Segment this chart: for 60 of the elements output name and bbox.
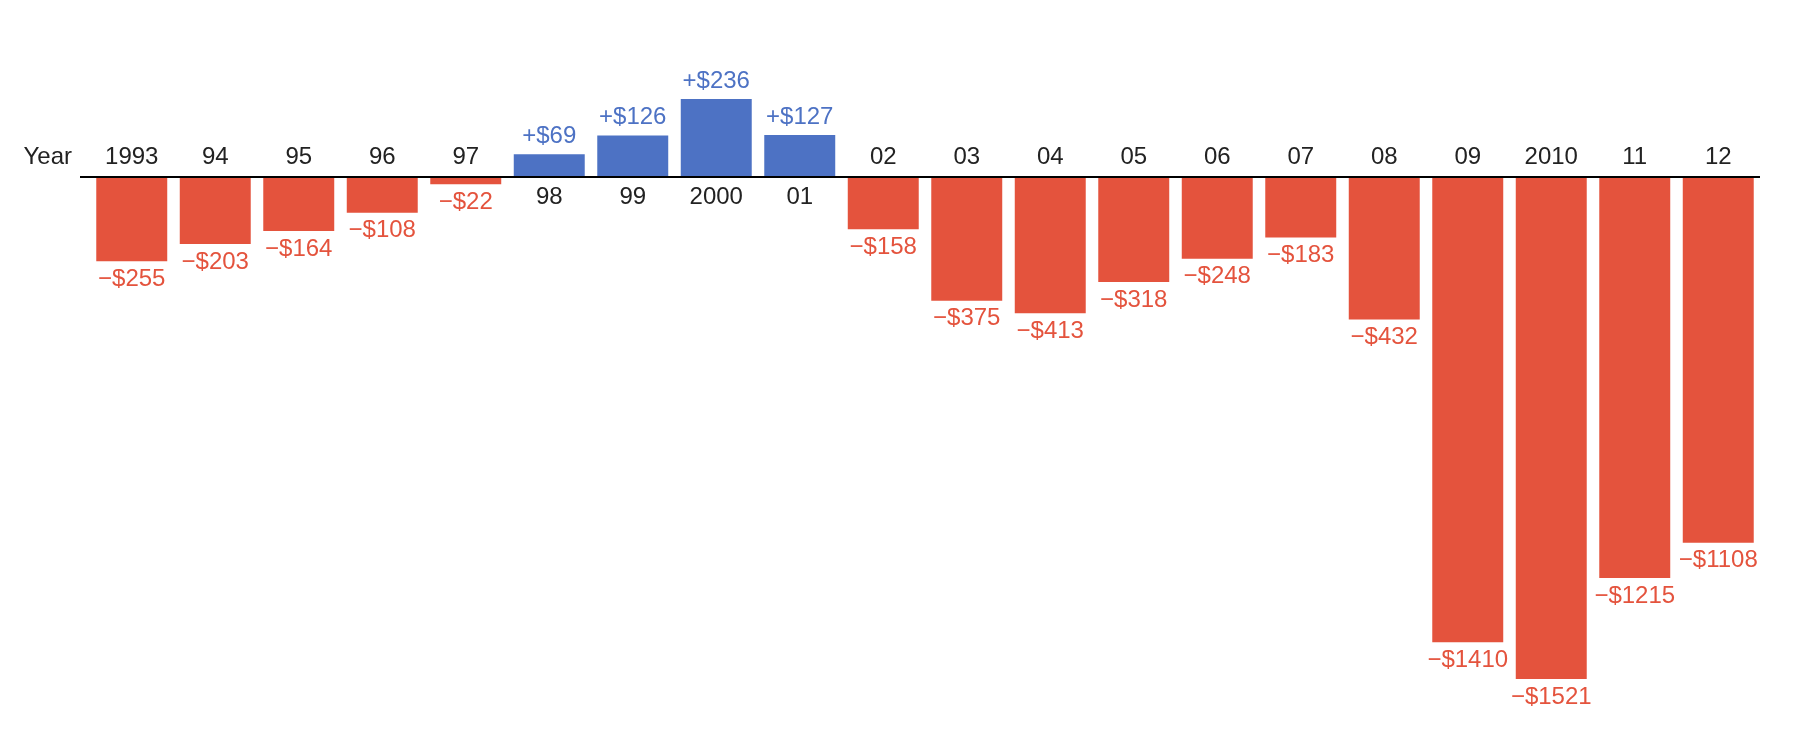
data-label: −$183: [1267, 240, 1335, 268]
bar: [1599, 177, 1671, 578]
x-tick-label: 04: [1036, 141, 1064, 169]
x-tick-label: 07: [1287, 141, 1315, 169]
x-tick-label: 96: [368, 141, 396, 169]
x-tick-label: 98: [535, 181, 563, 209]
bar: [1348, 177, 1420, 320]
x-tick-label: 03: [953, 141, 981, 169]
bar: [764, 135, 836, 177]
data-label: +$126: [599, 102, 667, 130]
x-tick-label: 11: [1622, 141, 1648, 169]
data-label: −$164: [265, 233, 333, 261]
x-tick-label: 06: [1203, 141, 1231, 169]
bar: [1432, 177, 1504, 643]
x-tick-label: 97: [452, 141, 480, 169]
bar: [96, 177, 168, 262]
data-label: −$375: [933, 303, 1001, 331]
x-tick-label: 05: [1120, 141, 1148, 169]
data-label: −$318: [1100, 284, 1168, 312]
data-label: +$69: [522, 120, 577, 148]
bar: [1515, 177, 1587, 679]
x-tick-label: 01: [786, 181, 814, 209]
bar: [847, 177, 919, 230]
bar: [346, 177, 418, 213]
data-label: −$158: [849, 231, 917, 259]
data-label: −$248: [1183, 261, 1251, 289]
data-label: −$413: [1016, 315, 1084, 343]
data-label: +$127: [766, 101, 834, 129]
data-label: −$22: [438, 186, 493, 214]
data-label: −$432: [1350, 322, 1418, 350]
x-tick-label: 2010: [1524, 141, 1578, 169]
data-label: +$236: [682, 65, 750, 93]
bar: [1682, 177, 1754, 543]
bar: [263, 177, 335, 232]
bar: [1265, 177, 1337, 238]
x-tick-label: 99: [619, 181, 647, 209]
data-label: −$1521: [1510, 681, 1592, 709]
bar: [1181, 177, 1253, 259]
bar: [680, 99, 752, 177]
bar: [597, 135, 669, 177]
x-tick-label: 08: [1370, 141, 1398, 169]
x-tick-label: 02: [869, 141, 897, 169]
x-tick-label: 2000: [689, 181, 743, 209]
data-label: −$255: [98, 263, 166, 291]
data-label: −$203: [181, 246, 249, 274]
data-label: −$1215: [1594, 580, 1676, 608]
x-tick-label: 1993: [105, 141, 159, 169]
x-tick-label: 95: [285, 141, 313, 169]
bar: [931, 177, 1003, 301]
bar: [179, 177, 251, 244]
data-label: −$1108: [1678, 545, 1758, 573]
bar: [1014, 177, 1086, 314]
x-axis-title: Year: [23, 141, 72, 169]
x-tick-label: 12: [1704, 141, 1732, 169]
x-tick-label: 94: [201, 141, 229, 169]
data-label: −$1410: [1427, 644, 1509, 672]
x-tick-label: 09: [1454, 141, 1482, 169]
bar: [1098, 177, 1170, 282]
bar: [513, 154, 585, 177]
data-label: −$108: [348, 215, 416, 243]
